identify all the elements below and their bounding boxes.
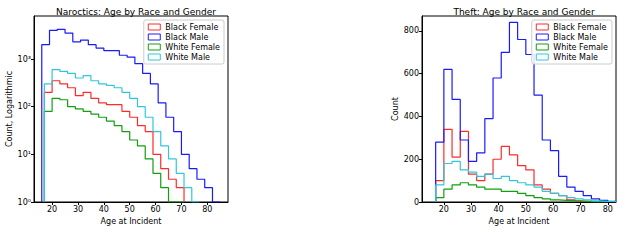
svg-text:400: 400 <box>404 112 419 121</box>
svg-text:Black Male: Black Male <box>553 33 596 42</box>
svg-text:30: 30 <box>466 205 476 214</box>
svg-text:40: 40 <box>493 205 503 214</box>
svg-text:0: 0 <box>414 198 419 207</box>
svg-text:White Male: White Male <box>553 53 598 62</box>
svg-text:50: 50 <box>125 205 135 214</box>
svg-text:White Female: White Female <box>165 43 220 52</box>
svg-text:800: 800 <box>404 26 419 35</box>
svg-text:White Male: White Male <box>165 53 210 62</box>
svg-text:Black Female: Black Female <box>553 23 606 32</box>
svg-text:80: 80 <box>202 205 212 214</box>
svg-text:Count: Count <box>391 97 400 121</box>
svg-text:Count, Logarithmic: Count, Logarithmic <box>5 71 14 147</box>
svg-text:Black Female: Black Female <box>165 23 218 32</box>
svg-text:20: 20 <box>439 205 449 214</box>
svg-text:Age at Incident: Age at Incident <box>489 217 550 226</box>
svg-text:60: 60 <box>150 205 160 214</box>
svg-text:20: 20 <box>47 205 57 214</box>
svg-text:Age at Incident: Age at Incident <box>101 217 162 226</box>
svg-text:10³: 10³ <box>18 55 31 64</box>
svg-text:10⁰: 10⁰ <box>18 198 31 207</box>
svg-text:White Female: White Female <box>553 43 608 52</box>
svg-text:30: 30 <box>73 205 83 214</box>
svg-text:60: 60 <box>548 205 558 214</box>
svg-text:600: 600 <box>404 69 419 78</box>
svg-text:70: 70 <box>176 205 186 214</box>
svg-text:10²: 10² <box>18 102 31 111</box>
svg-text:80: 80 <box>603 205 613 214</box>
svg-text:40: 40 <box>99 205 109 214</box>
svg-text:70: 70 <box>575 205 585 214</box>
svg-text:Naroctics: Age by Race and Gen: Naroctics: Age by Race and Gender <box>56 7 216 17</box>
svg-text:Theft: Age by Race and Gender: Theft: Age by Race and Gender <box>452 7 595 17</box>
svg-text:10¹: 10¹ <box>18 150 31 159</box>
svg-text:50: 50 <box>521 205 531 214</box>
svg-text:Black Male: Black Male <box>165 33 208 42</box>
svg-text:200: 200 <box>404 155 419 164</box>
